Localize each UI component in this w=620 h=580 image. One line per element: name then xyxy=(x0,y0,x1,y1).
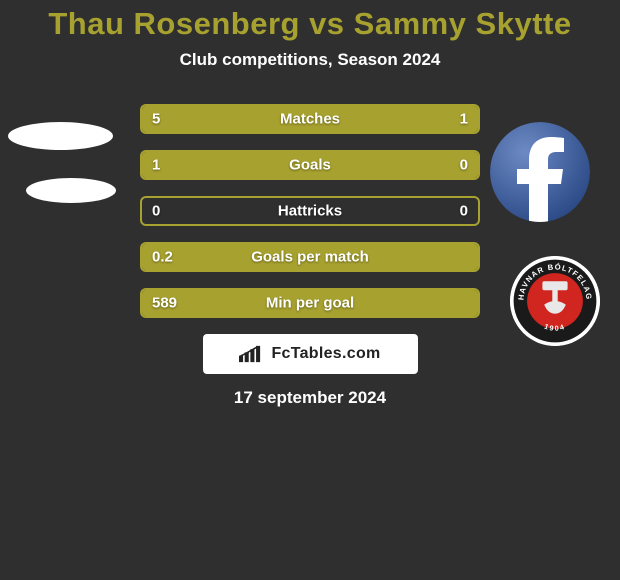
stat-row: 0 0 Hattricks xyxy=(140,196,480,226)
facebook-avatar xyxy=(490,122,590,222)
stat-row: 589 Min per goal xyxy=(140,288,480,318)
stat-label: Hattricks xyxy=(278,203,342,220)
stat-label: Matches xyxy=(280,111,340,128)
stat-value-left: 0 xyxy=(152,203,160,220)
stat-label: Goals per match xyxy=(251,249,369,266)
club-badge-avatar: HAVNAR BÓLTFELAG 1904 xyxy=(510,256,600,346)
stat-label: Min per goal xyxy=(266,295,354,312)
stat-value-left: 5 xyxy=(152,111,160,128)
stat-value-left: 589 xyxy=(152,295,177,312)
stat-value-left: 1 xyxy=(152,157,160,174)
stat-value-left: 0.2 xyxy=(152,249,173,266)
player-left-photo-top xyxy=(8,122,113,150)
date-text: 17 september 2024 xyxy=(0,388,620,408)
brand-badge: FcTables.com xyxy=(203,334,418,374)
page-subtitle: Club competitions, Season 2024 xyxy=(0,50,620,70)
stat-row: 5 1 Matches xyxy=(140,104,480,134)
stat-row: 0.2 Goals per match xyxy=(140,242,480,272)
brand-text: FcTables.com xyxy=(271,345,380,363)
stat-value-right: 1 xyxy=(460,111,468,128)
comparison-bars: 5 1 Matches 1 0 Goals 0 0 Hattricks 0.2 Goals per … xyxy=(140,104,480,318)
page-title: Thau Rosenberg vs Sammy Skytte xyxy=(0,0,620,42)
chart-icon xyxy=(239,345,265,363)
stat-fill-left xyxy=(142,106,404,132)
stat-value-right: 0 xyxy=(460,203,468,220)
stat-label: Goals xyxy=(289,157,331,174)
stat-value-right: 0 xyxy=(460,157,468,174)
stat-row: 1 0 Goals xyxy=(140,150,480,180)
player-left-photo-bottom xyxy=(26,178,116,203)
